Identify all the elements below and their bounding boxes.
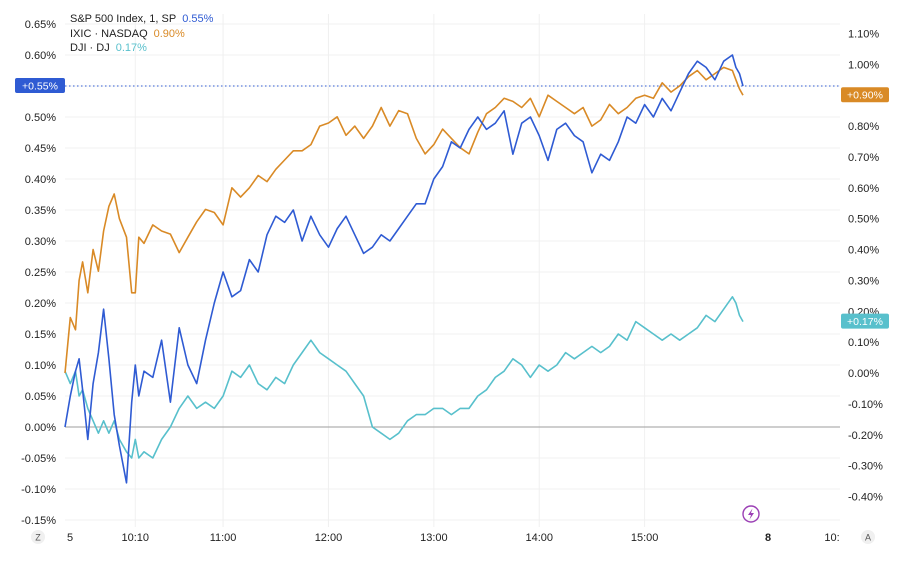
left-axis: 0.65%0.60%0.55%0.50%0.45%0.40%0.35%0.30%… [21,19,56,527]
lightning-icon[interactable] [742,505,760,523]
y-left-tick-label: 0.00% [25,422,56,434]
badge-sp500-bg [15,78,65,93]
right-axis: 1.10%1.00%0.90%0.80%0.70%0.60%0.50%0.40%… [848,28,883,503]
legend-item-nasdaq[interactable]: IXIC · NASDAQ 0.90% [70,27,213,42]
legend-item-sp500[interactable]: S&P 500 Index, 1, SP 0.55% [70,12,213,27]
grid [65,14,840,527]
badge-nasdaq-bg [841,87,889,103]
legend-name: IXIC · NASDAQ [70,27,148,40]
auto-scale-button[interactable]: A [861,530,875,544]
x-tick-label: 15:00 [631,532,659,544]
x-tick-label: 8 [765,532,771,544]
y-right-tick-label: 0.80% [848,121,879,133]
y-right-tick-label: -0.40% [848,492,883,504]
x-tick-label: 10: [824,532,839,544]
x-tick-label: 13:00 [420,532,448,544]
y-right-tick-label: 0.50% [848,214,879,226]
y-left-tick-label: 0.65% [25,19,56,31]
auto-scale-button-bg [861,530,875,544]
badge-dji-bg [841,313,889,329]
y-left-tick-label: 0.45% [25,143,56,155]
y-left-tick-label: -0.05% [21,453,56,465]
badge-dji-label: +0.17% [847,316,883,328]
x-axis: 5 10:10 11:00 12:00 13:00 14:00 15:00 8 10: [67,532,840,544]
y-left-tick-label: 0.15% [25,329,56,341]
y-left-tick-label: 0.25% [25,267,56,279]
x-tick-label: 5 [67,532,73,544]
legend-name: DJI · DJ [70,42,110,54]
value-badges: +0.55% +0.90% +0.17% [15,78,889,329]
y-left-tick-label: 0.35% [25,205,56,217]
x-tick-label: 14:00 [525,532,553,544]
y-left-tick-label: 0.20% [25,298,56,310]
y-right-tick-label: 0.40% [848,245,879,257]
y-left-tick-label: 0.60% [25,50,56,62]
legend-name: S&P 500 Index, 1, SP [70,13,177,25]
series-line-2[interactable] [64,296,744,459]
legend-value: 0.90% [153,27,185,40]
timezone-button-bg [31,530,45,544]
y-right-tick-label: 0.30% [848,275,879,287]
y-left-tick-label: -0.15% [21,515,56,527]
legend-value: 0.17% [115,42,147,54]
timezone-button[interactable]: Z [31,530,45,544]
badge-nasdaq-label: +0.90% [847,90,883,102]
y-right-tick-label: 0.00% [848,368,879,380]
y-right-tick-label: 1.10% [848,28,879,40]
y-left-tick-label: 0.10% [25,360,56,372]
x-tick-label: 10:10 [121,532,149,544]
y-left-tick-label: -0.10% [21,484,56,496]
y-right-tick-label: 1.00% [848,59,879,71]
x-tick-label: 11:00 [210,532,237,544]
badge-sp500: +0.55% [15,78,65,93]
y-left-tick-label: 0.50% [25,112,56,124]
y-right-tick-label: 0.10% [848,337,879,349]
series-group [64,54,744,484]
series-line-1[interactable] [64,66,744,374]
y-right-tick-label: 0.60% [848,183,879,195]
badge-sp500-label: +0.55% [22,81,58,93]
y-right-tick-label: -0.10% [848,399,883,411]
legend-item-dji[interactable]: DJI · DJ 0.17% [70,41,213,56]
legend-value: 0.55% [182,13,214,25]
y-left-tick-label: 0.05% [25,391,56,403]
series-line-0[interactable] [64,54,744,484]
auto-scale-button-label: A [865,533,871,543]
x-tick-label: 12:00 [315,532,343,544]
badge-nasdaq: +0.90% [841,87,889,103]
legend: S&P 500 Index, 1, SP 0.55% IXIC · NASDAQ 0… [70,12,213,56]
badge-dji: +0.17% [841,313,889,329]
y-right-tick-label: -0.30% [848,461,883,473]
y-right-tick-label: -0.20% [848,430,883,442]
timezone-button-label: Z [35,533,41,543]
y-right-tick-label: 0.70% [848,152,879,164]
y-left-tick-label: 0.30% [25,236,56,248]
y-left-tick-label: 0.40% [25,174,56,186]
